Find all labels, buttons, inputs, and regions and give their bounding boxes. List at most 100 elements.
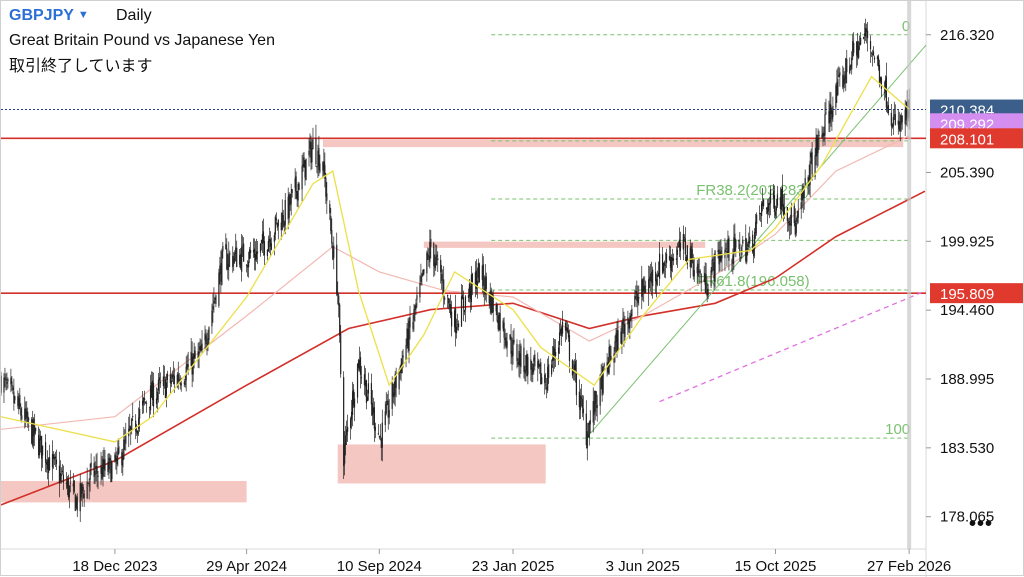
candle-body (530, 359, 532, 370)
candle-body (26, 411, 28, 419)
candle-body (641, 279, 643, 297)
candle-body (704, 272, 706, 285)
candle-body (114, 454, 116, 462)
candle-body (824, 114, 826, 136)
candle-body (276, 222, 278, 228)
candle-body (456, 324, 459, 326)
candle-body (139, 409, 141, 419)
candle-body (59, 473, 62, 481)
candle-body (705, 274, 707, 294)
candle-body (191, 353, 193, 375)
candle-body (863, 36, 865, 39)
symbol-selector[interactable]: GBPJPY ▼ (9, 7, 89, 25)
candle-body (616, 329, 618, 354)
candle-body (523, 347, 525, 372)
candle-body (110, 460, 112, 483)
candle-body (412, 321, 414, 330)
candle-body (532, 364, 534, 373)
candle-body (374, 427, 376, 431)
candle-body (352, 389, 355, 406)
candle-body (170, 380, 172, 384)
candle-body (504, 338, 506, 340)
candle-body (782, 204, 784, 215)
candle-body (65, 482, 67, 485)
candle-body (727, 238, 729, 255)
candle-body (101, 467, 103, 479)
candle-body (199, 346, 201, 351)
candle-body (652, 269, 654, 287)
candle-body (707, 288, 709, 296)
candle-body (658, 253, 661, 279)
candle-body (41, 435, 43, 459)
timeframe-selector[interactable]: Daily (116, 7, 152, 24)
candle-body (373, 407, 375, 429)
candle-body (429, 242, 431, 263)
candle-body (700, 274, 702, 283)
candle-body (172, 374, 174, 377)
candle-body (866, 30, 869, 39)
candle-body (740, 256, 742, 259)
candle-body (578, 391, 580, 408)
candle-body (519, 353, 521, 367)
candle-body (885, 76, 887, 108)
candle-body (554, 348, 556, 356)
candle-body (413, 309, 415, 321)
candle-body (651, 271, 653, 283)
candle-body (301, 166, 303, 190)
candle-body (249, 250, 252, 253)
candle-body (252, 250, 255, 253)
candle-body (356, 363, 359, 398)
candle-body (323, 161, 325, 175)
candle-body (262, 231, 265, 244)
candle-body (470, 274, 473, 303)
projection-line (659, 290, 927, 403)
candle-body (305, 158, 307, 180)
candle-body (638, 297, 640, 299)
candle-body (208, 327, 210, 340)
x-tick-label: 10 Sep 2024 (337, 558, 422, 575)
candle-body (746, 247, 748, 263)
candle-body (25, 408, 27, 418)
candle-body (254, 253, 257, 261)
candle-body (555, 352, 557, 357)
candle-body (427, 255, 429, 257)
candle-body (45, 462, 48, 465)
candle-body (796, 215, 798, 222)
candle-body (343, 377, 345, 467)
candle-body (853, 42, 855, 53)
candle-body (904, 109, 906, 125)
candle-body (225, 244, 227, 250)
candle-body (353, 398, 356, 408)
candle-body (351, 391, 354, 416)
more-menu-icon[interactable]: ••• (968, 513, 993, 535)
candle-body (233, 258, 235, 264)
candle-body (628, 319, 630, 329)
candle-body (461, 295, 464, 300)
candle-body (897, 120, 899, 125)
candle-body (787, 221, 789, 223)
candle-body (152, 383, 155, 407)
candle-body (215, 295, 217, 304)
candle-body (349, 418, 352, 428)
candle-body (144, 402, 147, 403)
candle-body (498, 314, 500, 330)
candle-body (669, 256, 672, 268)
candle-body (235, 247, 237, 254)
chevron-down-icon: ▼ (77, 9, 89, 21)
candle-body (863, 33, 866, 36)
candle-body (471, 273, 474, 283)
candle-body (247, 265, 249, 268)
candle-body (525, 355, 527, 372)
candle-body (745, 238, 747, 261)
candle-body (869, 41, 872, 50)
candle-body (635, 291, 637, 294)
candle-body (433, 243, 435, 266)
candle-body (62, 474, 64, 483)
candle-body (405, 345, 407, 362)
candle-body (691, 249, 693, 262)
candle-body (883, 91, 886, 93)
candle-body (592, 401, 594, 423)
candle-body (649, 276, 651, 281)
candle-body (38, 435, 40, 456)
